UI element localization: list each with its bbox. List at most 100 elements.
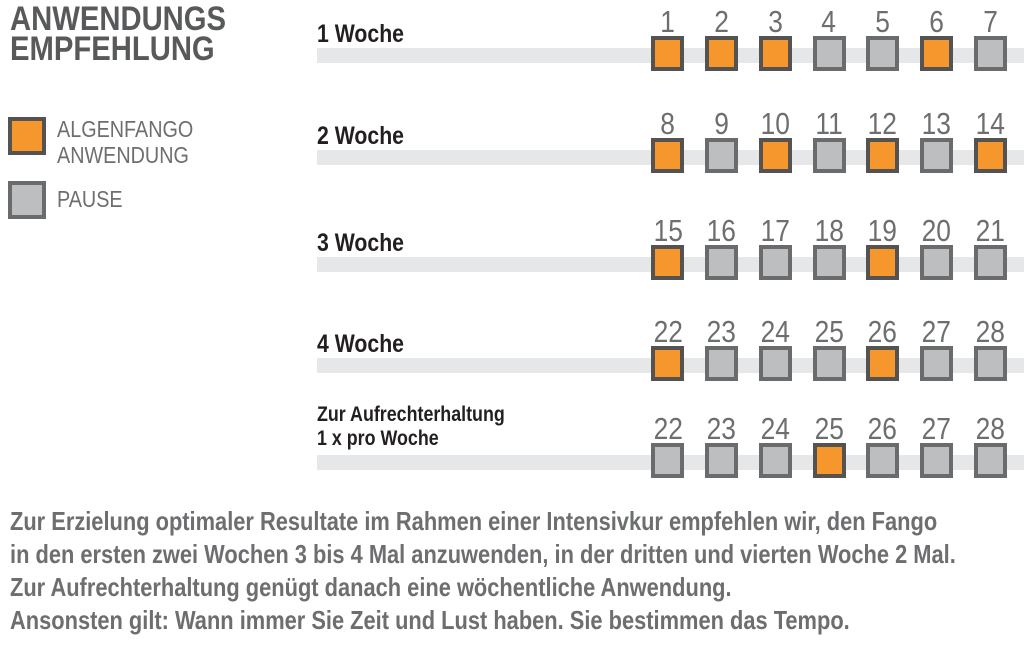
- day-cell: 5: [856, 4, 910, 71]
- day-number: 17: [760, 213, 790, 248]
- day-cell: 4: [802, 4, 856, 71]
- day-number: 21: [975, 213, 1005, 248]
- day-cell: 24: [748, 411, 802, 478]
- page-title-line-1: ANWENDUNGS: [10, 0, 227, 38]
- day-cell: 20: [910, 213, 964, 280]
- day-cell: 9: [695, 106, 749, 173]
- day-number: 13: [921, 106, 952, 141]
- day-cell: 19: [856, 215, 910, 280]
- day-square: [705, 346, 739, 381]
- legend-label-pause: PAUSE: [57, 186, 133, 212]
- day-square: [973, 138, 1007, 173]
- day-number: 26: [868, 411, 898, 446]
- day-square: [866, 346, 900, 381]
- day-number: 3: [767, 4, 783, 39]
- day-row: 8 9 10 11 12 13 14: [641, 106, 1017, 173]
- day-number: 12: [868, 106, 898, 141]
- day-square: [919, 138, 953, 173]
- footer-line: Zur Aufrechterhaltung genügt danach eine…: [10, 572, 732, 602]
- day-number: 22: [653, 411, 683, 446]
- schedule-row: Zur Aufrechterhaltung 1 x pro Woche 22 23 24…: [0, 403, 1024, 507]
- page-title-line-2: EMPFEHLUNG: [10, 30, 215, 68]
- day-cell: 7: [963, 4, 1017, 71]
- row-label: Zur Aufrechterhaltung 1 x pro Woche: [317, 403, 505, 450]
- pause-swatch-icon: [8, 181, 46, 219]
- day-square: [919, 36, 953, 71]
- day-square: [758, 36, 792, 71]
- row-label: 1 Woche: [317, 20, 404, 48]
- day-number: 23: [706, 314, 737, 349]
- day-number: 25: [814, 411, 844, 446]
- day-number: 24: [760, 411, 790, 446]
- legend-anwendung-line-1: ALGENFANGO: [57, 116, 194, 142]
- day-square: [866, 443, 900, 478]
- day-square: [812, 346, 846, 381]
- schedule-row: 3 Woche 15 16 17 18 19 20 21: [0, 209, 1024, 309]
- footer-line: Ansonsten gilt: Wann immer Sie Zeit und …: [10, 605, 850, 635]
- day-square: [705, 36, 739, 71]
- day-cell: 1: [641, 6, 695, 71]
- day-square: [758, 346, 792, 381]
- day-number: 8: [660, 106, 676, 141]
- day-square: [812, 245, 846, 280]
- legend-anwendung-line-2: ANWENDUNG: [57, 142, 189, 168]
- day-cell: 28: [963, 411, 1017, 478]
- day-square: [758, 245, 792, 280]
- day-cell: 3: [748, 4, 802, 71]
- day-cell: 18: [802, 213, 856, 280]
- day-square: [973, 443, 1007, 478]
- day-square: [973, 346, 1007, 381]
- day-cell: 22: [641, 316, 695, 381]
- day-cell: 6: [910, 6, 964, 71]
- day-number: 7: [982, 4, 998, 39]
- row-label: 3 Woche: [317, 229, 404, 257]
- day-number: 28: [975, 314, 1005, 349]
- day-row: 1 2 3 4 5 6 7: [641, 4, 1017, 71]
- day-cell: 14: [963, 106, 1017, 173]
- day-row: 22 23 24 25 26 27 28: [641, 314, 1017, 381]
- day-cell: 10: [748, 108, 802, 173]
- day-number: 20: [921, 213, 952, 248]
- day-square: [651, 346, 685, 381]
- day-square: [919, 245, 953, 280]
- day-number: 2: [714, 4, 729, 39]
- day-number: 27: [921, 411, 952, 446]
- page-title: ANWENDUNGS EMPFEHLUNG: [10, 0, 261, 68]
- schedule-row: 2 Woche 8 9 10 11 12 13 14: [0, 102, 1024, 202]
- day-number: 4: [821, 4, 837, 39]
- day-cell: 25: [802, 316, 856, 381]
- day-square: [919, 443, 953, 478]
- day-square: [812, 36, 846, 71]
- day-cell: 27: [910, 411, 964, 478]
- day-square: [866, 138, 900, 173]
- day-square: [651, 36, 685, 71]
- day-cell: 27: [910, 314, 964, 381]
- row-label: 4 Woche: [317, 330, 404, 358]
- day-number: 23: [706, 411, 737, 446]
- day-number: 14: [975, 106, 1005, 141]
- day-square: [651, 443, 685, 478]
- day-cell: 21: [963, 213, 1017, 280]
- anwendung-swatch-icon: [8, 117, 46, 155]
- footer-line: Zur Erzielung optimaler Resultate im Rah…: [10, 506, 938, 536]
- day-number: 16: [706, 213, 737, 248]
- day-square: [812, 138, 846, 173]
- day-number: 5: [875, 4, 891, 39]
- day-number: 11: [815, 106, 843, 141]
- day-cell: 17: [748, 213, 802, 280]
- day-cell: 24: [748, 316, 802, 381]
- day-number: 9: [714, 106, 729, 141]
- day-square: [973, 245, 1007, 280]
- day-square: [973, 36, 1007, 71]
- day-number: 27: [921, 314, 952, 349]
- day-number: 18: [814, 213, 844, 248]
- day-cell: 15: [641, 215, 695, 280]
- day-square: [758, 443, 792, 478]
- day-number: 28: [975, 411, 1005, 446]
- day-cell: 25: [802, 411, 856, 478]
- day-row: 15 16 17 18 19 20 21: [641, 213, 1017, 280]
- schedule-row: 4 Woche 22 23 24 25 26 27 28: [0, 310, 1024, 410]
- footer-text: Zur Erzielung optimaler Resultate im Rah…: [10, 505, 1024, 637]
- day-square: [651, 245, 685, 280]
- day-square: [705, 443, 739, 478]
